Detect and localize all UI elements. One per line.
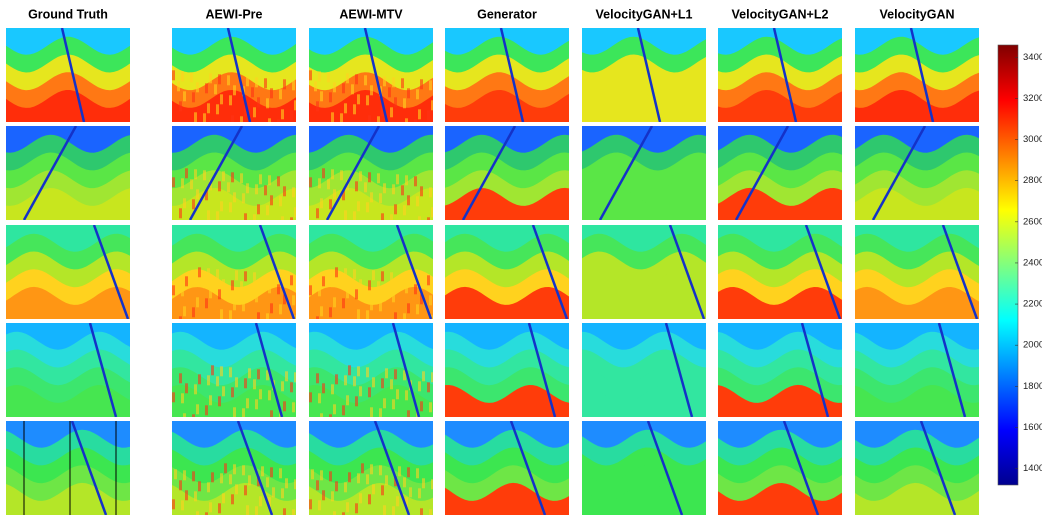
- velocity-panel: [582, 225, 706, 319]
- colorbar-tick-label: 2600: [1023, 216, 1042, 227]
- velocity-panel: [445, 28, 569, 122]
- velocity-panel: [6, 323, 130, 417]
- colorbar-tick-label: 2200: [1023, 299, 1042, 310]
- column-title: VelocityGAN+L2: [732, 7, 829, 21]
- velocity-panel: [445, 126, 569, 220]
- velocity-panel: [718, 323, 842, 417]
- velocity-panel: [172, 28, 296, 122]
- velocity-panel: [855, 323, 979, 417]
- colorbar-tick-label: 3400: [1023, 52, 1042, 63]
- velocity-panel: [855, 28, 979, 122]
- column-title: VelocityGAN+L1: [596, 7, 693, 21]
- velocity-panel: [445, 225, 569, 319]
- velocity-panel: [6, 421, 130, 515]
- velocity-panel: [855, 225, 979, 319]
- velocity-panel: [172, 225, 296, 319]
- velocity-panel: [172, 126, 296, 220]
- colorbar-tick-label: 3200: [1023, 93, 1042, 104]
- velocity-panel: [309, 28, 433, 122]
- column-title: VelocityGAN: [879, 7, 954, 21]
- velocity-panel: [718, 28, 842, 122]
- velocity-panel: [6, 28, 130, 122]
- colorbar-tick-label: 2800: [1023, 175, 1042, 186]
- velocity-panel: [582, 421, 706, 515]
- colorbar-tick-label: 2400: [1023, 257, 1042, 268]
- velocity-panel: [309, 421, 433, 515]
- velocity-panel: [172, 421, 296, 515]
- velocity-panel: [855, 126, 979, 220]
- column-title: AEWI-MTV: [339, 7, 403, 21]
- colorbar: [997, 44, 1019, 486]
- velocity-panel: [445, 323, 569, 417]
- velocity-panel: [718, 225, 842, 319]
- velocity-panel: [309, 126, 433, 220]
- velocity-panel: [718, 421, 842, 515]
- velocity-panel: [582, 323, 706, 417]
- velocity-panel: [582, 28, 706, 122]
- velocity-panel: [309, 323, 433, 417]
- velocity-panel: [718, 126, 842, 220]
- velocity-panel: [309, 225, 433, 319]
- velocity-panel: [582, 126, 706, 220]
- column-title: Ground Truth: [28, 7, 108, 21]
- velocity-panel: [6, 126, 130, 220]
- velocity-panel: [855, 421, 979, 515]
- colorbar-tick-label: 3000: [1023, 134, 1042, 145]
- colorbar-tick-label: 1800: [1023, 381, 1042, 392]
- velocity-panel: [445, 421, 569, 515]
- column-title: Generator: [477, 7, 537, 21]
- colorbar-tick-label: 2000: [1023, 340, 1042, 351]
- velocity-panel: [6, 225, 130, 319]
- colorbar-tick-label: 1400: [1023, 463, 1042, 474]
- velocity-panel: [172, 323, 296, 417]
- column-title: AEWI-Pre: [206, 7, 263, 21]
- colorbar-tick-label: 1600: [1023, 422, 1042, 433]
